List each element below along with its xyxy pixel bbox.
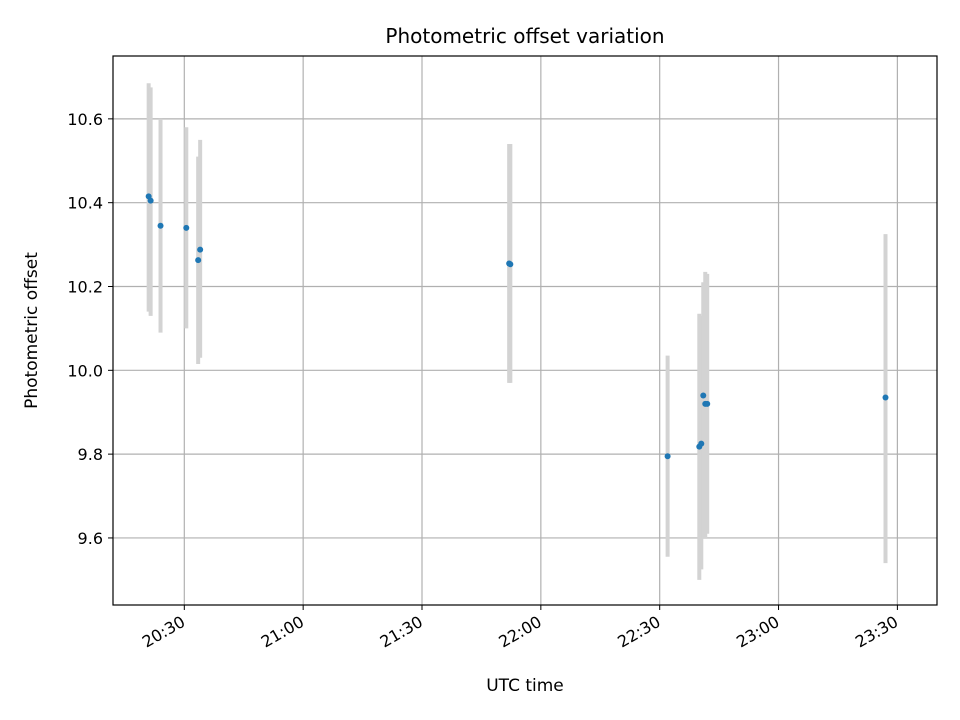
chart-title: Photometric offset variation: [385, 24, 664, 48]
data-point: [195, 257, 202, 264]
data-point: [882, 394, 889, 401]
data-point: [183, 224, 190, 231]
point-layer: [145, 193, 889, 460]
plot-frame: [112, 55, 938, 606]
y-axis-label: Photometric offset: [22, 252, 42, 409]
data-point: [147, 197, 154, 204]
data-point: [700, 392, 707, 399]
y-tick-label: 9.6: [78, 529, 103, 548]
y-tick-label: 10.4: [67, 194, 103, 213]
y-tick-label: 10.2: [67, 277, 103, 296]
y-tick-label: 10.0: [67, 361, 103, 380]
data-point: [197, 246, 204, 253]
grid-layer: [113, 56, 937, 605]
y-tick-label: 9.8: [78, 445, 103, 464]
data-point: [698, 440, 705, 447]
y-axis-ticks: 9.6 9.8 10.0 10.2 10.4 10.6: [67, 110, 113, 548]
data-point: [704, 400, 711, 407]
data-point: [664, 453, 671, 460]
x-axis-label: UTC time: [486, 676, 564, 696]
data-point: [507, 261, 514, 268]
y-tick-label: 10.6: [67, 110, 103, 129]
data-point: [157, 222, 164, 229]
